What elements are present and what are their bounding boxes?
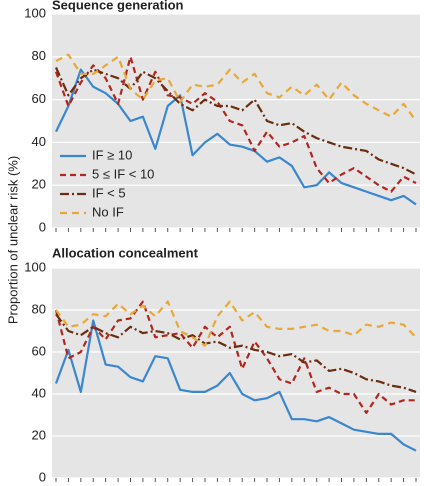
line (54, 319, 417, 452)
y-tick-label: 20 (32, 427, 46, 442)
line (55, 53, 417, 122)
chart-title: Allocation concealment (52, 245, 199, 260)
plot-background (52, 268, 420, 478)
line (55, 300, 417, 347)
legend-label: No IF (92, 204, 124, 219)
line (55, 313, 417, 393)
chart-title: Sequence generation (52, 0, 184, 12)
y-tick-label: 20 (32, 177, 46, 192)
y-tick-label: 40 (32, 134, 46, 149)
y-tick-label: 100 (24, 5, 46, 20)
y-tick-label: 40 (32, 385, 46, 400)
line (54, 55, 417, 193)
y-tick-label: 0 (39, 469, 46, 484)
line (54, 67, 417, 176)
legend-label: IF < 5 (92, 185, 126, 200)
y-tick-label: 0 (39, 219, 46, 234)
y-tick-label: 60 (32, 91, 46, 106)
y-axis-label: Proportion of unclear risk (%) (5, 156, 20, 324)
y-tick-label: 60 (32, 343, 46, 358)
line (54, 300, 416, 414)
plot-background (52, 14, 420, 228)
y-tick-label: 80 (32, 48, 46, 63)
legend-label: IF ≥ 10 (92, 147, 132, 162)
line (55, 68, 417, 206)
y-tick-label: 100 (24, 259, 46, 274)
legend-label: 5 ≤ IF < 10 (92, 166, 154, 181)
y-tick-label: 80 (32, 301, 46, 316)
